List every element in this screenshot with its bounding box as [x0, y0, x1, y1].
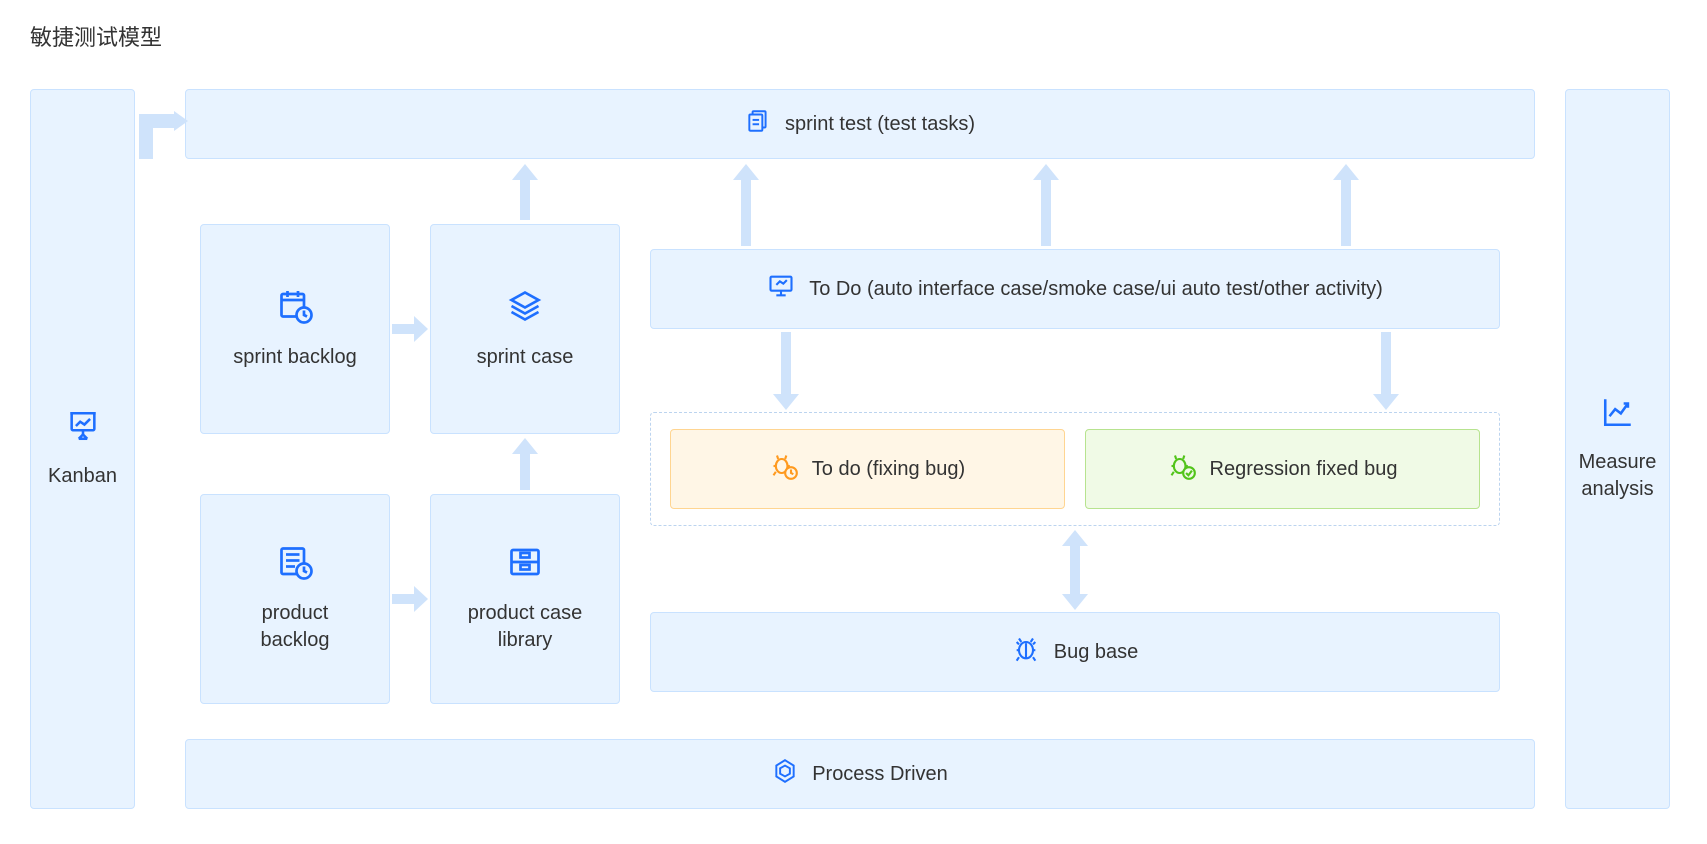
- archive-icon: [507, 544, 543, 586]
- arrow-group-bugbase: [1062, 530, 1088, 610]
- diagram-canvas: Kanban Measure analysis sprint test (tes…: [30, 64, 1670, 824]
- process-driven-label: Process Driven: [812, 761, 948, 788]
- page-title: 敏捷测试模型: [30, 20, 1677, 52]
- bug-icon: [1012, 635, 1040, 669]
- presentation-icon: [66, 409, 100, 449]
- sprint-case-label: sprint case: [477, 344, 574, 371]
- regression-label: Regression fixed bug: [1210, 456, 1398, 483]
- arrow-ti-st-3: [1333, 164, 1359, 246]
- bug-clock-icon: [770, 452, 798, 486]
- product-backlog-label: product backlog: [261, 600, 330, 654]
- product-backlog-box: product backlog: [200, 494, 390, 704]
- arrow-ti-group-2: [1373, 332, 1399, 410]
- arrow-pcl-sc: [512, 438, 538, 490]
- arrow-ti-st-1: [733, 164, 759, 246]
- sprint-test-label: sprint test (test tasks): [785, 111, 975, 138]
- sprint-case-box: sprint case: [430, 224, 620, 434]
- list-clock-icon: [277, 544, 313, 586]
- process-driven-box: Process Driven: [185, 739, 1535, 809]
- arrow-ti-group-1: [773, 332, 799, 410]
- monitor-icon: [767, 272, 795, 306]
- calendar-clock-icon: [277, 288, 313, 330]
- arrow-pb-pcl: [392, 586, 428, 612]
- stack-icon: [507, 288, 543, 330]
- arrow-sc-st: [512, 164, 538, 220]
- measure-label: Measure analysis: [1566, 449, 1669, 503]
- sprint-backlog-box: sprint backlog: [200, 224, 390, 434]
- bug-base-box: Bug base: [650, 612, 1500, 692]
- kanban-label: Kanban: [48, 463, 117, 490]
- todo-interface-label: To Do (auto interface case/smoke case/ui…: [809, 276, 1383, 303]
- arrow-sb-sc: [392, 316, 428, 342]
- product-case-library-box: product case library: [430, 494, 620, 704]
- measure-box: Measure analysis: [1565, 89, 1670, 809]
- sprint-backlog-label: sprint backlog: [233, 344, 356, 371]
- documents-icon: [745, 108, 771, 140]
- todo-fixing-box: To do (fixing bug): [670, 429, 1065, 509]
- bug-base-label: Bug base: [1054, 639, 1139, 666]
- arrow-ti-st-2: [1033, 164, 1059, 246]
- product-case-library-label: product case library: [468, 600, 583, 654]
- analytics-icon: [1601, 395, 1635, 435]
- todo-fixing-label: To do (fixing bug): [812, 456, 965, 483]
- bug-check-icon: [1168, 452, 1196, 486]
- hexagon-icon: [772, 758, 798, 790]
- kanban-box: Kanban: [30, 89, 135, 809]
- arrow-kanban-sprint: [138, 109, 188, 164]
- todo-interface-box: To Do (auto interface case/smoke case/ui…: [650, 249, 1500, 329]
- regression-box: Regression fixed bug: [1085, 429, 1480, 509]
- sprint-test-box: sprint test (test tasks): [185, 89, 1535, 159]
